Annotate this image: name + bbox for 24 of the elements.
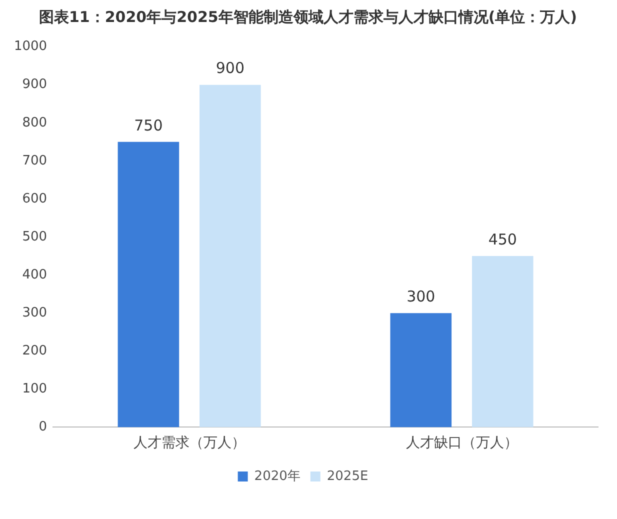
y-tick-label: 0 bbox=[38, 420, 48, 435]
data-label: 750 bbox=[134, 116, 163, 134]
y-tick-label: 600 bbox=[22, 191, 48, 206]
y-tick-label: 200 bbox=[22, 343, 48, 358]
x-tick-label: 人才缺口（万人） bbox=[406, 435, 518, 452]
legend-label: 2025E bbox=[326, 468, 368, 484]
chart-title: 图表11：2020年与2025年智能制造领域人才需求与人才缺口情况(单位：万人) bbox=[38, 8, 578, 27]
x-tick-label: 人才需求（万人） bbox=[133, 435, 246, 452]
y-tick-label: 800 bbox=[22, 115, 48, 130]
y-tick-label: 300 bbox=[22, 305, 48, 320]
data-label: 450 bbox=[488, 230, 517, 248]
data-label: 900 bbox=[216, 59, 244, 78]
bar bbox=[472, 256, 534, 428]
y-tick-label: 100 bbox=[22, 382, 48, 397]
legend-label: 2020年 bbox=[254, 468, 300, 484]
data-label: 300 bbox=[406, 287, 436, 306]
bar bbox=[200, 84, 261, 428]
y-tick-label: 700 bbox=[22, 153, 48, 168]
bar bbox=[390, 313, 452, 428]
y-tick-label: 1000 bbox=[14, 39, 48, 54]
y-tick-label: 900 bbox=[22, 77, 48, 92]
y-tick-label: 500 bbox=[22, 229, 48, 244]
bar bbox=[118, 142, 180, 428]
y-tick-label: 400 bbox=[22, 267, 48, 282]
